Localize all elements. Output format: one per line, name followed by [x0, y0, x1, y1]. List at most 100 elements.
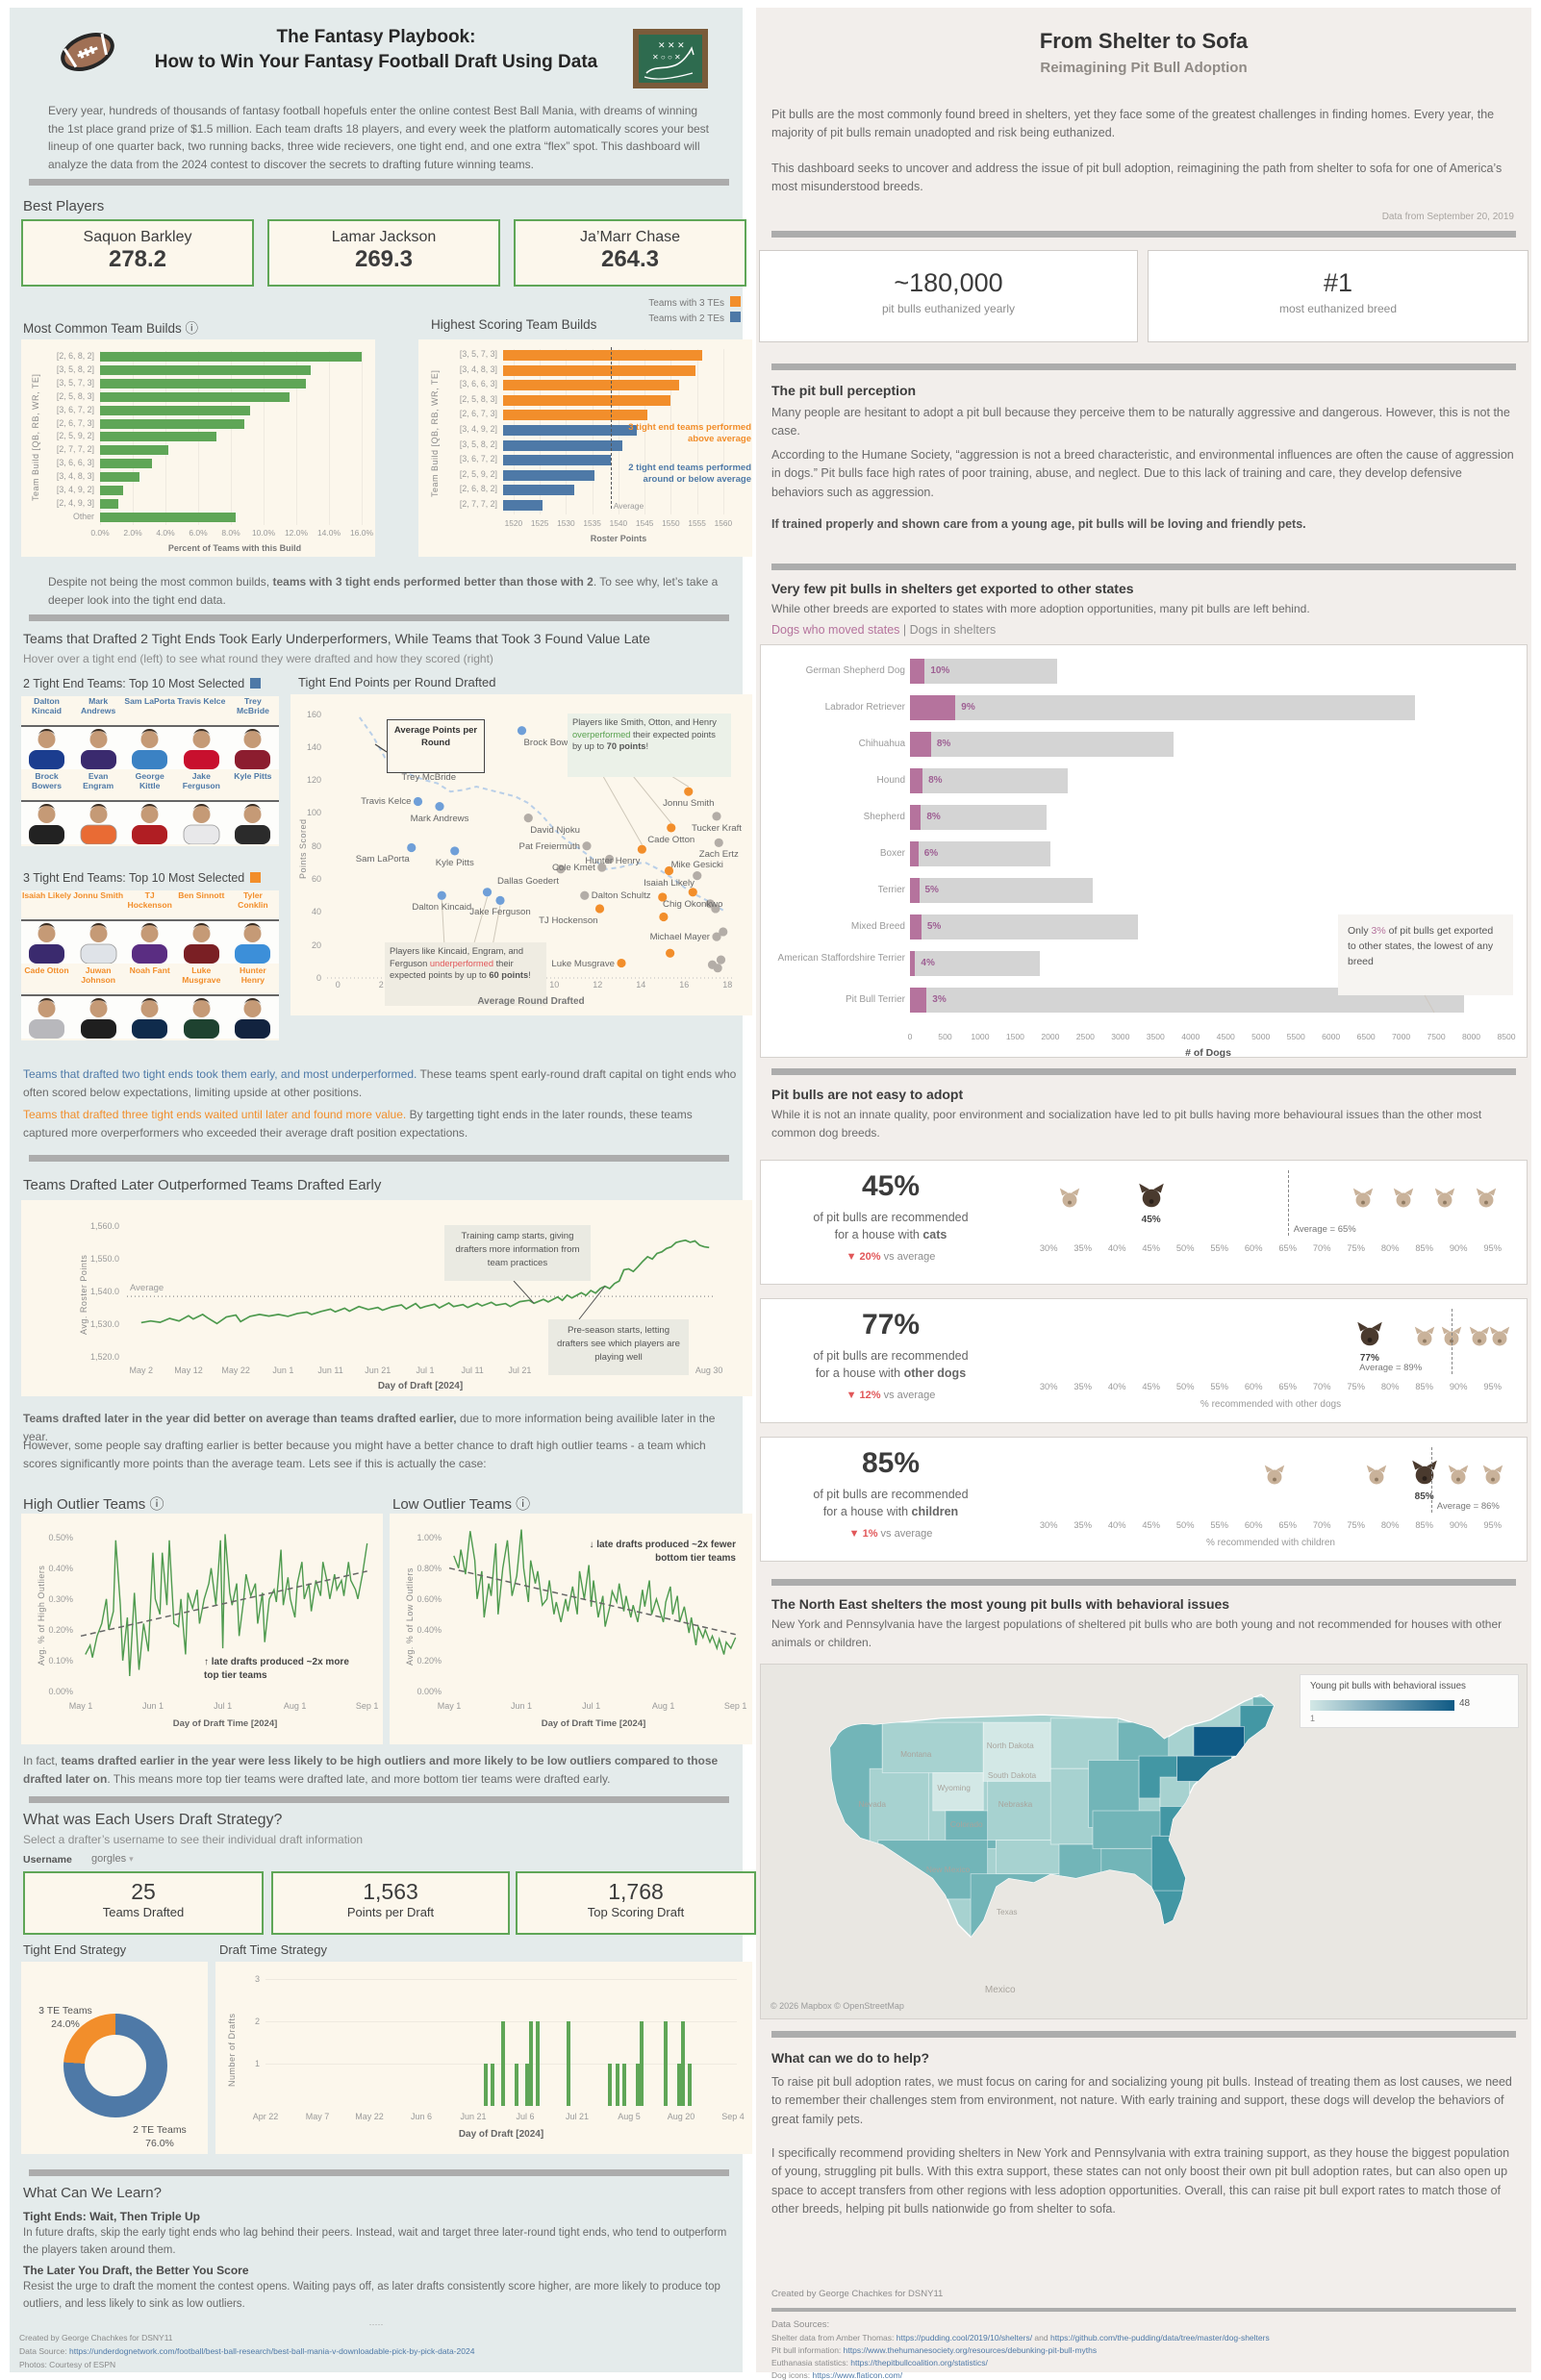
username-dropdown[interactable]: gorgles ▾: [91, 1853, 134, 1865]
bar[interactable]: [503, 364, 695, 376]
player-photo[interactable]: [124, 727, 175, 769]
bar[interactable]: [100, 445, 169, 456]
bar[interactable]: [681, 2021, 685, 2106]
player-photo[interactable]: [176, 802, 227, 844]
bar[interactable]: [100, 418, 244, 429]
bar[interactable]: [688, 2064, 693, 2106]
data-point[interactable]: [605, 854, 615, 864]
data-point[interactable]: [688, 888, 697, 897]
data-point[interactable]: [658, 892, 668, 902]
data-point[interactable]: [437, 890, 446, 900]
data-point[interactable]: [413, 796, 423, 807]
bar[interactable]: [100, 405, 251, 415]
bar[interactable]: [503, 394, 671, 406]
source-line[interactable]: Euthanasia statistics: https://thepitbul…: [771, 2358, 988, 2367]
data-point[interactable]: [556, 864, 566, 874]
bar-moved[interactable]: [910, 695, 956, 720]
state-region[interactable]: [881, 1721, 984, 1774]
player-photo[interactable]: [227, 727, 278, 769]
player-photo[interactable]: [176, 996, 227, 1039]
bar-moved[interactable]: [910, 659, 925, 684]
player-photo[interactable]: [73, 921, 124, 964]
bar-total[interactable]: [910, 768, 1069, 793]
state-region[interactable]: [932, 1772, 984, 1812]
data-point[interactable]: [666, 948, 675, 958]
state-region[interactable]: [1159, 1776, 1191, 1808]
bar[interactable]: [664, 2021, 668, 2106]
player-photo[interactable]: [124, 802, 175, 844]
bar[interactable]: [503, 439, 623, 451]
bar[interactable]: [491, 2064, 494, 2106]
footer-source-link[interactable]: Data Source: https://underdognetwork.com…: [19, 2346, 475, 2356]
data-point[interactable]: [716, 955, 726, 965]
state-region[interactable]: [982, 1721, 1051, 1782]
state-region[interactable]: [1143, 1890, 1211, 1962]
bar[interactable]: [515, 2064, 519, 2106]
data-point[interactable]: [712, 932, 721, 941]
player-photo[interactable]: [124, 996, 175, 1039]
bar[interactable]: [100, 364, 312, 375]
bar[interactable]: [615, 2064, 619, 2106]
player-photo[interactable]: [227, 921, 278, 964]
player-photo[interactable]: [21, 802, 72, 844]
bar-moved[interactable]: [910, 914, 922, 939]
data-point[interactable]: [667, 823, 676, 833]
bar[interactable]: [503, 469, 595, 481]
data-point[interactable]: [714, 838, 723, 847]
data-point[interactable]: [664, 865, 674, 876]
bar-moved[interactable]: [910, 878, 920, 903]
legend-shelters[interactable]: Dogs in shelters: [909, 623, 997, 637]
data-point[interactable]: [495, 895, 505, 905]
bar[interactable]: [525, 2064, 529, 2106]
data-point[interactable]: [637, 844, 646, 854]
player-photo[interactable]: [21, 727, 72, 769]
bar[interactable]: [100, 498, 118, 509]
player-photo[interactable]: [176, 921, 227, 964]
source-line[interactable]: Dog icons: https://www.flaticon.com/: [771, 2370, 903, 2380]
bar-moved[interactable]: [910, 841, 919, 866]
data-point[interactable]: [450, 846, 460, 856]
data-point[interactable]: [594, 904, 605, 914]
data-point[interactable]: [407, 842, 417, 853]
bar[interactable]: [100, 512, 237, 522]
data-point[interactable]: [597, 863, 607, 872]
bar[interactable]: [639, 2021, 644, 2106]
bar[interactable]: [100, 391, 291, 402]
bar-total[interactable]: [910, 878, 1093, 903]
data-point[interactable]: [517, 726, 527, 736]
player-photo[interactable]: [21, 996, 72, 1039]
bar[interactable]: [100, 432, 216, 442]
bar[interactable]: [608, 2064, 613, 2106]
bar[interactable]: [503, 410, 647, 421]
source-line[interactable]: Pit bull information: https://www.thehum…: [771, 2345, 1098, 2355]
bar-total[interactable]: [910, 841, 1050, 866]
bar-total[interactable]: [910, 695, 1416, 720]
bar[interactable]: [535, 2021, 540, 2106]
bar-moved[interactable]: [910, 768, 923, 793]
state-region[interactable]: [1150, 1835, 1203, 1895]
state-region[interactable]: [1193, 1726, 1245, 1757]
bar[interactable]: [100, 378, 307, 388]
data-point[interactable]: [684, 787, 694, 796]
bar[interactable]: [503, 485, 574, 496]
player-photo[interactable]: [176, 727, 227, 769]
bar-moved[interactable]: [910, 988, 927, 1013]
data-point[interactable]: [435, 802, 444, 812]
bar-total[interactable]: [910, 951, 1040, 976]
bar[interactable]: [100, 352, 362, 362]
data-point[interactable]: [711, 904, 720, 914]
bar[interactable]: [636, 2064, 641, 2106]
player-photo[interactable]: [124, 921, 175, 964]
data-point[interactable]: [712, 812, 721, 821]
data-point[interactable]: [482, 888, 493, 897]
state-region[interactable]: [1176, 1755, 1232, 1782]
bar[interactable]: [500, 2021, 505, 2106]
bar-moved[interactable]: [910, 732, 931, 757]
bar-moved[interactable]: [910, 805, 922, 830]
bar[interactable]: [483, 2064, 488, 2106]
state-region[interactable]: [1205, 1772, 1232, 1812]
bar-total[interactable]: [910, 805, 1048, 830]
player-photo[interactable]: [73, 727, 124, 769]
data-point[interactable]: [523, 814, 533, 823]
bar[interactable]: [503, 500, 543, 511]
